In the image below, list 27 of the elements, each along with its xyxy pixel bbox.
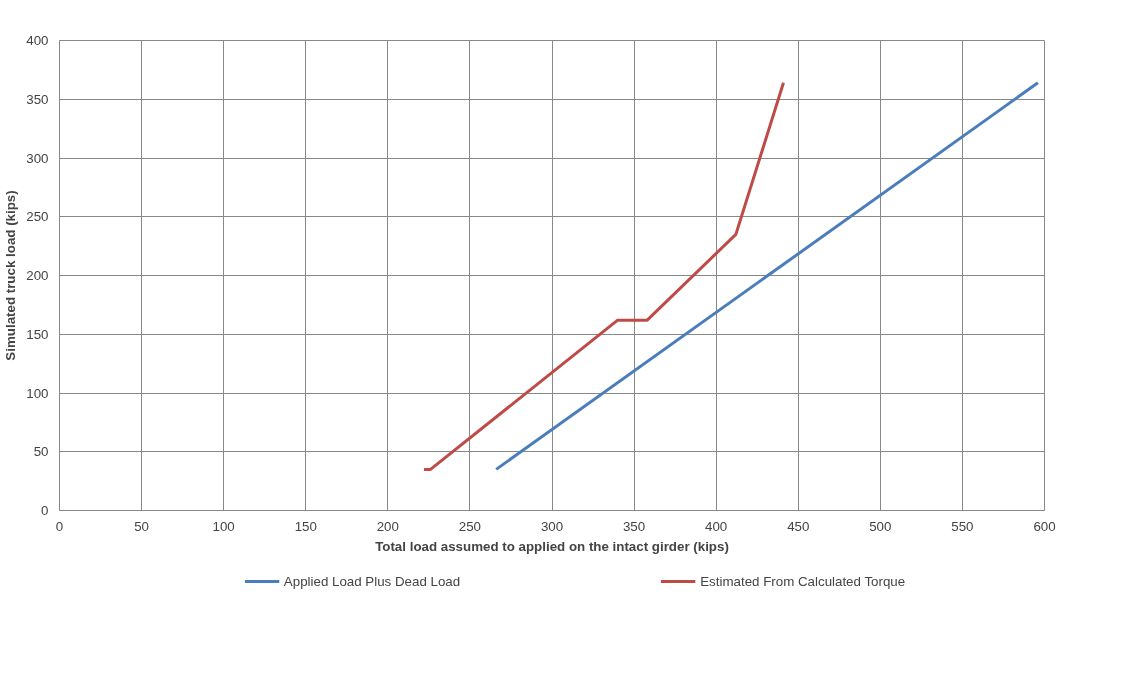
y-tick-label: 350 [26, 91, 49, 107]
x-tick-label: 450 [787, 518, 810, 534]
x-tick-label: 0 [55, 518, 64, 534]
x-axis-title: Total load assumed to applied on the intact girder (kips) [375, 538, 729, 554]
x-tick-label: 150 [294, 518, 317, 534]
x-tick-label: 200 [376, 518, 399, 534]
y-tick-label: 400 [26, 33, 49, 48]
y-tick-label: 200 [26, 268, 49, 283]
x-tick-label: 400 [705, 518, 728, 534]
x-tick-label: 550 [951, 518, 974, 534]
x-tick-label: 250 [458, 518, 482, 534]
y-tick-label: 100 [26, 385, 49, 401]
x-tick-label: 600 [1033, 518, 1056, 534]
y-axis-title: Simulated truck load (kips) [3, 190, 19, 361]
legend-label: Applied Load Plus Dead Load [283, 573, 461, 589]
y-tick-label: 0 [41, 503, 49, 518]
x-tick-label: 100 [212, 518, 235, 534]
y-tick-label: 300 [26, 150, 49, 166]
legend-label: Estimated From Calculated Torque [700, 573, 906, 589]
y-tick-label: 150 [26, 326, 49, 342]
x-tick-label: 300 [540, 518, 564, 534]
line-series [422, 81, 785, 471]
y-tick-label: 50 [33, 444, 49, 460]
x-tick-label: 350 [622, 518, 646, 534]
x-tick-label: 50 [134, 518, 149, 534]
y-tick-label: 250 [26, 209, 49, 225]
x-tick-label: 500 [869, 518, 892, 534]
